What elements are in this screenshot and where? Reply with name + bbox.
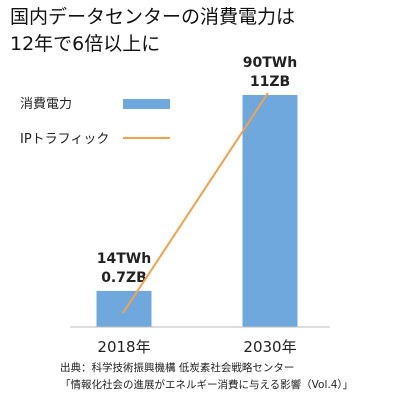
- chart-title: 国内データセンターの消費電力は 12年で6倍以上に: [10, 4, 295, 58]
- data-label-power-0: 14TWh: [97, 251, 151, 267]
- legend-label-traffic: IPトラフィック: [20, 132, 109, 147]
- legend-label-power: 消費電力: [20, 97, 72, 112]
- chart-title-line-1: 国内データセンターの消費電力は: [10, 6, 296, 28]
- x-tick-label-1: 2030年: [243, 338, 296, 356]
- data-label-traffic-1: 11ZB: [250, 74, 290, 90]
- bar-group: [96, 95, 298, 327]
- source-line-2: 「情報化社会の進展がエネルギー消費に与える影響（Vol.4）」: [60, 379, 354, 391]
- legend-swatch-power: [123, 99, 170, 109]
- bar-data-labels: 14TWh 0.7ZB 90TWh 11ZB: [97, 55, 297, 286]
- traffic-line-group: [122, 92, 269, 314]
- bar-power-0: [96, 290, 152, 327]
- x-tick-label-0: 2018年: [97, 338, 150, 356]
- traffic-line: [122, 92, 269, 314]
- data-label-power-1: 90TWh: [243, 55, 297, 71]
- data-label-traffic-0: 0.7ZB: [101, 270, 147, 286]
- source-line-1: 出典：科学技術振興機構 低炭素社会戦略センター: [60, 362, 295, 374]
- bar-power-1: [242, 95, 298, 327]
- x-axis-ticks: 2018年 2030年: [97, 338, 296, 356]
- source-note: 出典：科学技術振興機構 低炭素社会戦略センター 「情報化社会の進展がエネルギー消…: [60, 360, 353, 394]
- legend: 消費電力 IPトラフィック: [20, 97, 170, 147]
- chart-title-line-2: 12年で6倍以上に: [10, 33, 161, 55]
